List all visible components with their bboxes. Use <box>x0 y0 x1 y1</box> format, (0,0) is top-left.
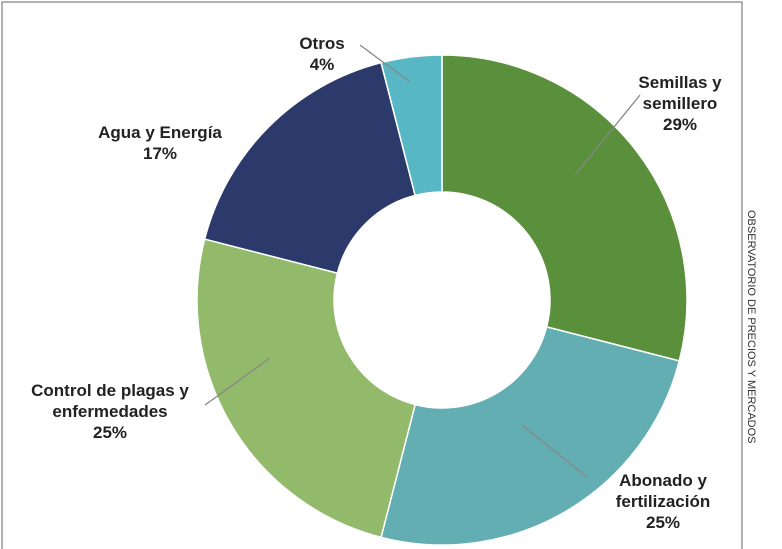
value-label: 17% <box>142 144 178 163</box>
donut-slice <box>196 238 417 539</box>
value-label: 4% <box>309 55 335 74</box>
leader-lines <box>204 44 641 479</box>
slice-label: Otros 4% <box>282 33 362 75</box>
value-label: 25% <box>92 423 128 442</box>
donut-slice <box>380 325 681 546</box>
slice-label: Abonado y fertilización 25% <box>593 470 733 533</box>
value-label: 29% <box>662 115 698 134</box>
leader-line <box>521 424 589 479</box>
donut-slice <box>203 61 417 275</box>
value-label: 25% <box>645 513 681 532</box>
category-name: Abonado y fertilización <box>615 471 711 511</box>
slice-label: Semillas y semillero 29% <box>605 72 755 135</box>
slice-label: Agua y Energía 17% <box>70 122 250 164</box>
category-name: Agua y Energía <box>98 123 222 142</box>
category-name: Semillas y semillero <box>638 73 722 113</box>
leader-line <box>204 357 271 406</box>
leader-line <box>574 94 641 176</box>
slice-label: Control de plagas y enfermedades 25% <box>10 380 210 443</box>
category-name: Otros <box>299 34 345 53</box>
frame <box>1 1 743 549</box>
donut-slice <box>441 54 688 362</box>
source-text: OBSERVATORIO DE PRECIOS Y MERCADOS <box>745 210 757 444</box>
donut-slice <box>380 54 443 197</box>
category-name: Control de plagas y enfermedades <box>31 381 189 421</box>
leader-line <box>359 44 411 83</box>
